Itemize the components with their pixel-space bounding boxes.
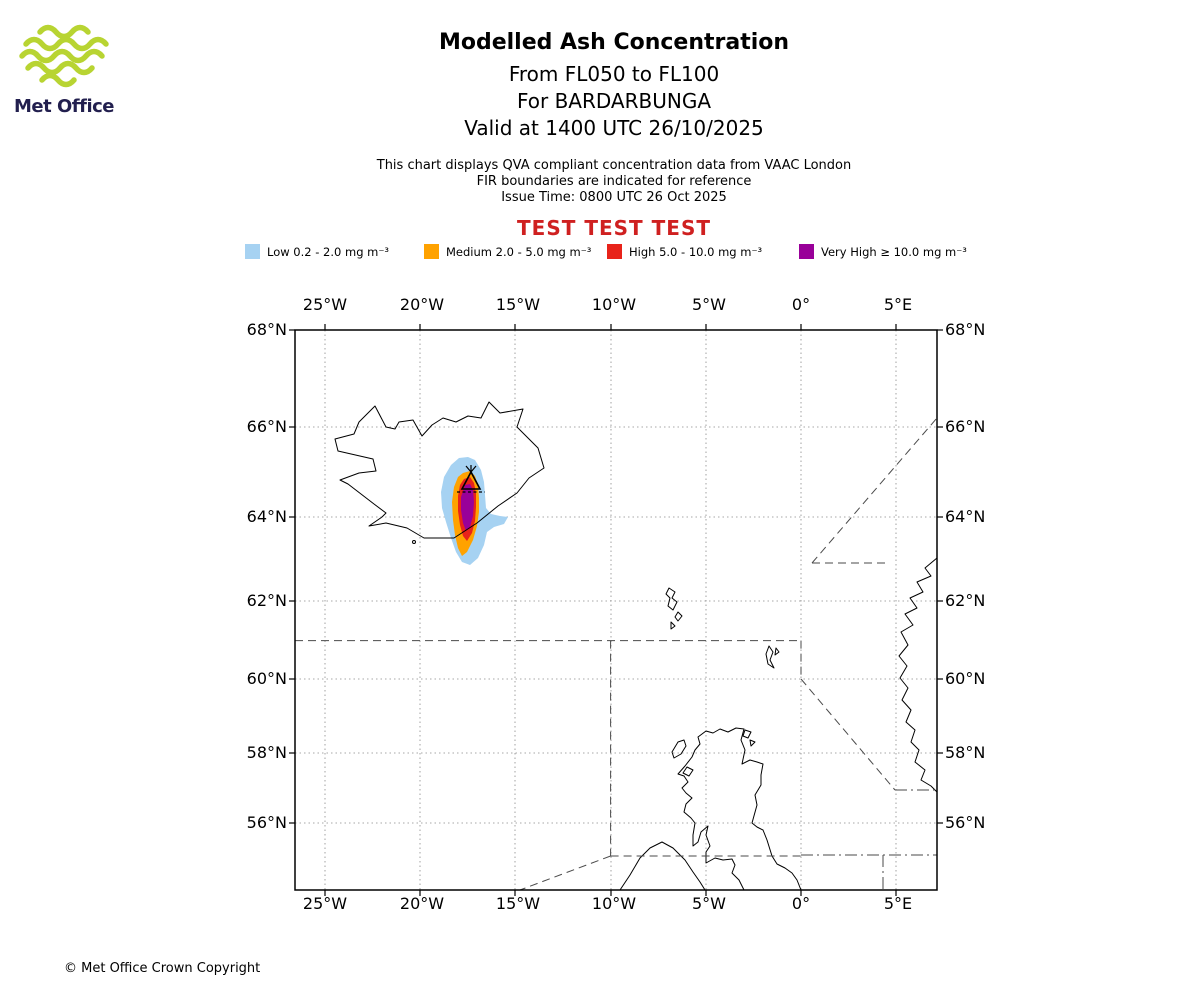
- lon-label-bottom-15w: 15°W: [495, 894, 541, 913]
- lat-label-right-56n: 56°N: [945, 813, 986, 832]
- lon-label-top-20w: 20°W: [399, 295, 445, 314]
- norway-coastline: [898, 557, 938, 793]
- lat-label-left-60n: 60°N: [246, 669, 287, 688]
- info-source: This chart displays QVA compliant concen…: [376, 158, 852, 173]
- legend-label-low: Low 0.2 - 2.0 mg m⁻³: [267, 244, 390, 259]
- great-britain-coastline: [677, 727, 802, 891]
- map-canvas: [289, 324, 943, 896]
- legend-swatch-veryhigh: [799, 244, 814, 259]
- info-fir: FIR boundaries are indicated for referen…: [476, 174, 752, 189]
- legend-swatch-low: [245, 244, 260, 259]
- lon-label-bottom-20w: 20°W: [399, 894, 445, 913]
- lat-label-left-64n: 64°N: [246, 507, 287, 526]
- legend-label-high: High 5.0 - 10.0 mg m⁻³: [629, 244, 763, 259]
- legend-item-low: Low 0.2 - 2.0 mg m⁻³: [245, 244, 389, 259]
- lon-label-top-25w: 25°W: [302, 295, 348, 314]
- coastlines: [334, 401, 938, 891]
- met-office-logo-waves-icon: [19, 24, 109, 88]
- map-border: [294, 329, 938, 891]
- lon-label-top-5e: 5°E: [883, 295, 913, 314]
- legend-item-high: High 5.0 - 10.0 mg m⁻³: [607, 244, 762, 259]
- legend-swatch-medium: [424, 244, 439, 259]
- lon-label-bottom-5w: 5°W: [692, 894, 726, 913]
- volcano-marker-icon: [457, 465, 485, 493]
- legend-item-medium: Medium 2.0 - 5.0 mg m⁻³: [424, 244, 591, 259]
- lat-label-right-58n: 58°N: [945, 743, 986, 762]
- fir-boundaries: [295, 417, 938, 891]
- legend-item-veryhigh: Very High ≥ 10.0 mg m⁻³: [799, 244, 967, 259]
- subtitle-volcano: For BARDARBUNGA: [516, 89, 712, 113]
- met-office-logo-text: Met Office: [14, 96, 115, 117]
- lat-label-left-66n: 66°N: [246, 417, 287, 436]
- lat-label-left-58n: 58°N: [246, 743, 287, 762]
- legend-label-medium: Medium 2.0 - 5.0 mg m⁻³: [446, 244, 592, 259]
- ireland-north-coastline: [619, 841, 706, 891]
- legend-swatch-high: [607, 244, 622, 259]
- lon-label-top-5w: 5°W: [692, 295, 726, 314]
- lon-label-bottom-5e: 5°E: [883, 894, 913, 913]
- vestmannaeyjar-island: [412, 540, 416, 544]
- lon-label-top-0: 0°: [791, 295, 811, 314]
- grid-lines: [295, 330, 937, 890]
- lat-label-right-64n: 64°N: [945, 507, 986, 526]
- met-office-logo: Met Office: [14, 24, 124, 117]
- legend-label-veryhigh: Very High ≥ 10.0 mg m⁻³: [821, 244, 967, 259]
- orkney-islands-coastline: [742, 729, 756, 747]
- lat-label-left-56n: 56°N: [246, 813, 287, 832]
- hebrides-islands-coastline: [671, 739, 694, 777]
- lon-label-bottom-10w: 10°W: [591, 894, 637, 913]
- ash-plume: [441, 457, 508, 565]
- lon-label-top-10w: 10°W: [591, 295, 637, 314]
- lon-label-bottom-25w: 25°W: [302, 894, 348, 913]
- faroe-islands-coastline: [665, 587, 683, 630]
- axis-ticks: [289, 324, 943, 896]
- shetland-islands-coastline: [765, 645, 780, 669]
- subtitle-flight-levels: From FL050 to FL100: [508, 62, 720, 86]
- lat-label-right-68n: 68°N: [945, 320, 986, 339]
- lat-label-right-66n: 66°N: [945, 417, 986, 436]
- lat-label-left-68n: 68°N: [246, 320, 287, 339]
- subtitle-valid-time: Valid at 1400 UTC 26/10/2025: [464, 116, 764, 140]
- copyright-notice: © Met Office Crown Copyright: [64, 961, 261, 976]
- lat-label-right-60n: 60°N: [945, 669, 986, 688]
- iceland-coastline: [334, 401, 545, 539]
- ash-contour-veryhigh: [461, 484, 474, 531]
- info-issue-time: Issue Time: 0800 UTC 26 Oct 2025: [501, 190, 727, 205]
- lat-label-right-62n: 62°N: [945, 591, 986, 610]
- lat-label-left-62n: 62°N: [246, 591, 287, 610]
- lon-label-bottom-0: 0°: [791, 894, 811, 913]
- test-banner: TEST TEST TEST: [517, 216, 711, 240]
- lon-label-top-15w: 15°W: [495, 295, 541, 314]
- page-title: Modelled Ash Concentration: [438, 30, 790, 55]
